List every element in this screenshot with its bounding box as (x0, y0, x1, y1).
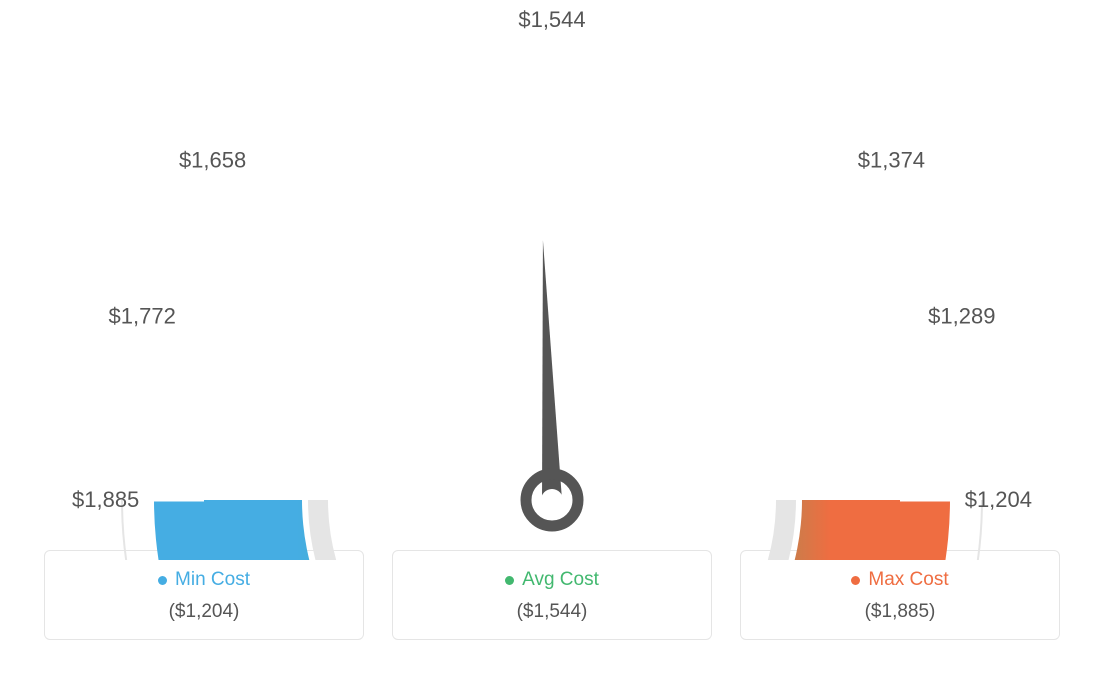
legend-value-min: ($1,204) (45, 601, 363, 623)
gauge-tick-label: $1,544 (518, 7, 585, 32)
legend-card-max: Max Cost ($1,885) (740, 550, 1060, 640)
gauge-tick-label: $1,204 (965, 487, 1032, 512)
legend-value-max: ($1,885) (741, 601, 1059, 623)
legend-title-min: Min Cost (158, 569, 250, 591)
legend-card-avg: Avg Cost ($1,544) (392, 550, 712, 640)
gauge-tick-label: $1,772 (109, 303, 176, 328)
legend-title-avg: Avg Cost (505, 569, 599, 591)
gauge-tick-label: $1,289 (928, 303, 995, 328)
gauge-area: $1,204 $1,289 $1,374 $1,544 $1,658 $1,772 $1,8… (0, 0, 1104, 530)
legend-card-min: Min Cost ($1,204) (44, 550, 364, 640)
gauge-tick-label: $1,658 (179, 148, 246, 173)
gauge-tick-label: $1,374 (858, 148, 925, 173)
gauge-svg: $1,204 $1,289 $1,374 $1,544 $1,658 $1,772 $1,8… (0, 0, 1104, 560)
gauge-tick-label: $1,885 (72, 487, 139, 512)
gauge-chart-container: $1,204 $1,289 $1,374 $1,544 $1,658 $1,772 $1,8… (0, 0, 1104, 690)
legend-dot-min (158, 576, 167, 585)
legend-dot-avg (505, 576, 514, 585)
legend-dot-max (851, 576, 860, 585)
legend-value-avg: ($1,544) (393, 601, 711, 623)
legend-title-max: Max Cost (851, 569, 948, 591)
gauge-needle (542, 240, 562, 500)
legend-row: Min Cost ($1,204) Avg Cost ($1,544) Max … (0, 550, 1104, 640)
legend-label-max: Max Cost (868, 569, 948, 591)
legend-label-min: Min Cost (175, 569, 250, 591)
legend-label-avg: Avg Cost (522, 569, 599, 591)
